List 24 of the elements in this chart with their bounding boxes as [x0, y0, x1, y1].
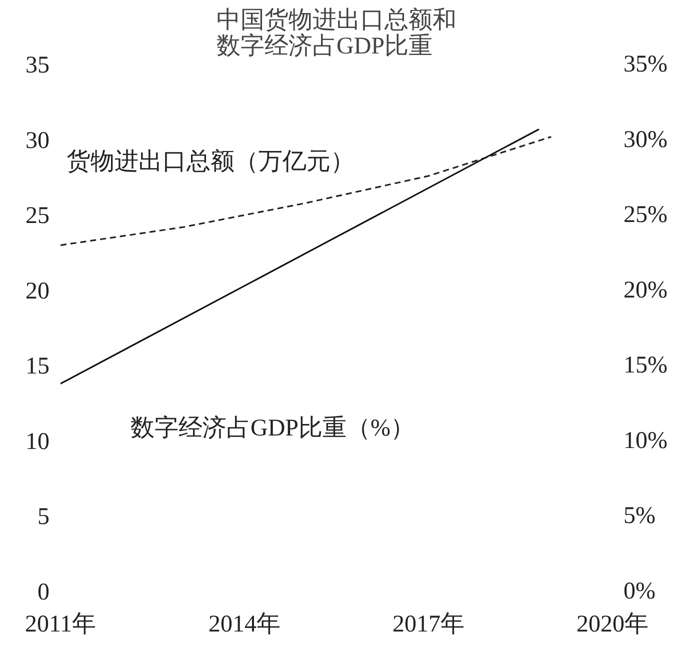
series-label: 货物进出口总额（万亿元）	[66, 148, 354, 176]
y2-tick-label: 35%	[624, 52, 668, 78]
x-tick-label: 2011年	[24, 612, 96, 638]
x-tick-label: 2017年	[392, 612, 464, 638]
y-tick-label: 15	[26, 354, 50, 380]
y-tick-label: 35	[26, 52, 50, 78]
y2-tick-label: 30%	[624, 126, 668, 153]
y2-tick-label: 5%	[624, 503, 656, 530]
y2-tick-label: 20%	[624, 277, 668, 304]
text: 数字经济占GDP比重（%）	[130, 414, 415, 442]
y-tick-label: 10	[26, 428, 50, 455]
x-tick-label: 2020年	[576, 612, 648, 638]
y2-tick-label: 15%	[624, 352, 668, 379]
y2-tick-label: 25%	[624, 202, 668, 228]
y2-tick-label: 10%	[624, 428, 668, 454]
y2-tick-label: 0%	[624, 578, 656, 604]
y-tick-label: 5	[38, 504, 50, 530]
x-tick-label: 2014年	[208, 612, 280, 638]
chart-title: 中国货物进出口总额和数字经济占GDP比重	[216, 6, 456, 60]
y-tick-label: 0	[38, 580, 50, 606]
y-tick-label: 30	[26, 128, 50, 154]
y-tick-label: 20	[26, 278, 50, 304]
y-tick-label: 25	[26, 203, 50, 230]
line-series	[60, 136, 552, 246]
